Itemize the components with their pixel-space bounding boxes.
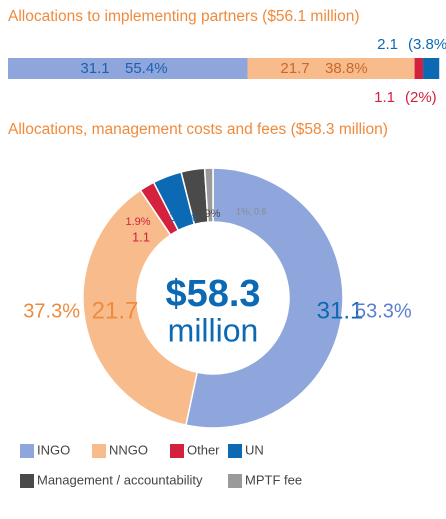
legend-label: Other	[187, 442, 220, 457]
share-label: 3.7%	[169, 210, 197, 224]
bar-segment	[8, 58, 248, 79]
value-label: 1.1	[374, 89, 395, 106]
bar-title: Allocations to implementing partners ($5…	[8, 8, 360, 25]
legend-label: Management / accountability	[37, 472, 203, 487]
share-label: 38.8%	[325, 60, 368, 77]
share-label: 37.3%	[23, 300, 80, 322]
legend-label: NNGO	[109, 442, 148, 457]
donut-segment	[203, 167, 214, 223]
donut-title: Allocations, management costs and fees (…	[8, 121, 388, 138]
legend-swatch	[20, 444, 34, 458]
legend-label: MPTF fee	[245, 472, 302, 487]
share-label: 1.9%	[125, 216, 150, 228]
bar-segment	[414, 58, 424, 79]
legend-label: UN	[245, 442, 264, 457]
value-label: 31.1	[317, 297, 364, 324]
bar-segment	[247, 58, 415, 79]
value-label: 31.1	[80, 60, 109, 77]
value-label: 2.1	[377, 36, 398, 53]
center-value: $58.3	[165, 273, 260, 315]
center-unit: million	[168, 312, 259, 348]
legend-swatch	[228, 474, 242, 488]
share-label: 1%, 0.6	[236, 206, 267, 216]
legend-label: INGO	[37, 442, 70, 457]
value-label: 21.7	[92, 297, 139, 324]
share-label: 2.9%	[195, 208, 220, 220]
legend-swatch	[20, 474, 34, 488]
bar-segment	[423, 58, 440, 79]
value-label: 1.1	[132, 229, 150, 244]
value-label: 2.1	[170, 233, 191, 250]
share-label: (2%)	[405, 89, 437, 106]
legend-swatch	[228, 444, 242, 458]
share-label: 55.4%	[125, 60, 168, 77]
legend-swatch	[170, 444, 184, 458]
share-label: 53.3%	[355, 300, 412, 322]
value-label: 1.7	[198, 224, 213, 236]
legend-swatch	[92, 444, 106, 458]
donut-segment	[184, 167, 344, 429]
value-label: 21.7	[280, 60, 309, 77]
donut-segment	[82, 189, 199, 427]
share-label: (3.8%)	[408, 36, 446, 53]
